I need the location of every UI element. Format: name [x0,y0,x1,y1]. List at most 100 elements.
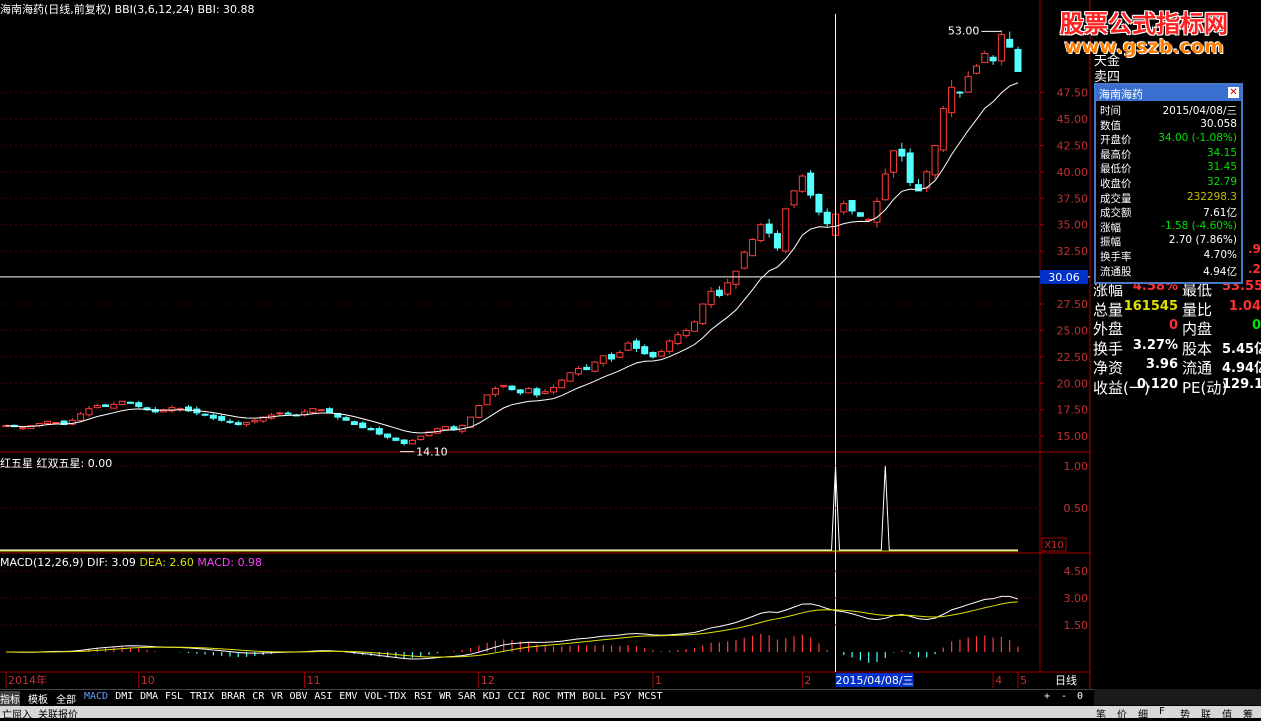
candle-body [873,200,881,223]
tab-cr[interactable]: CR [252,691,265,702]
tab-psy[interactable]: PSY [613,691,632,702]
popup-row-label: 涨幅 [1100,221,1121,234]
panel-tab-5[interactable]: 联 [1201,710,1211,721]
candle-body [848,200,856,212]
quote-value: 0.120 [1136,377,1178,392]
tab-全部[interactable]: 全部 [56,695,76,706]
candle-body [715,289,723,297]
candle-body [209,414,217,419]
panel-tab-2[interactable]: 细 [1138,710,1148,721]
panel-tab-6[interactable]: 值 [1222,710,1232,721]
tab-brar[interactable]: BRAR [221,691,246,702]
tab-rsi[interactable]: RSI [414,691,433,702]
macd-dif: DIF: 3.09 [87,556,136,569]
popup-row: 成交量 232298.3 [1098,191,1239,206]
close-icon[interactable]: ✕ [1228,87,1239,98]
zoom-reset-button[interactable]: 0 [1077,691,1084,702]
date-axis-label: 2 [804,674,811,687]
date-axis-label: 5 [1020,674,1027,687]
tab-wr[interactable]: WR [439,691,452,702]
chart-title: 海南海药(日线,前复权) BBI(3,6,12,24) BBI: 30.88 [0,1,255,17]
candle-body [973,65,981,74]
quote-label: 流通 [1182,359,1213,378]
popup-row: 涨幅 -1.58 (-4.60%) [1098,220,1239,235]
popup-row-label: 成交额 [1100,207,1132,220]
popup-row-value: 32.79 [1206,176,1237,188]
panel-tab-4[interactable]: 势 [1180,710,1190,721]
candle-body [541,391,549,395]
tab-vol-tdx[interactable]: VOL-TDX [364,691,407,702]
quote-label: 股本 [1182,339,1213,358]
candle-body [682,329,690,337]
tab-obv[interactable]: OBV [289,691,308,702]
panel-tab-0[interactable]: 笔 [1096,710,1106,721]
popup-row-value: 232298.3 [1186,190,1237,203]
quote-label: PE(动) [1182,379,1228,397]
candle-body [798,175,806,192]
candle-body [840,203,848,213]
tab-roc[interactable]: ROC [532,691,551,702]
tab-trix[interactable]: TRIX [189,691,214,702]
candle-body [608,354,616,360]
tab-dma[interactable]: DMA [140,691,159,702]
tab-boll[interactable]: BOLL [582,691,607,702]
chart-title-text: 海南海药(日线,前复权) BBI(3,6,12,24) [0,3,194,16]
panel-tab-1[interactable]: 价 [1117,710,1127,721]
date-axis-label: 2014年 [8,673,47,687]
popup-row-value: 4.70% [1203,249,1237,261]
candle-body [931,144,939,176]
tab-模板[interactable]: 模板 [28,695,48,706]
candle-body [251,419,259,423]
tab-sar[interactable]: SAR [457,691,476,702]
tab-mcst[interactable]: MCST [638,691,663,702]
gszb-logo: 股票公式指标网 www.gszb.com [1040,4,1248,60]
tab-macd[interactable]: MACD [84,691,109,702]
candle-body [981,52,989,63]
tab-emv[interactable]: EMV [339,691,358,702]
popup-title-bar[interactable]: 海南海药 ✕ [1096,85,1241,101]
zoom-in-button[interactable]: + [1044,691,1051,702]
tab-cci[interactable]: CCI [507,691,526,702]
popup-row-value: 31.45 [1206,161,1237,174]
price-axis-label: 20.00 [1057,377,1089,390]
zoom-out-button[interactable]: - [1061,691,1068,702]
candle-body [525,388,533,394]
candle-body [823,211,831,225]
candle-body [384,433,392,438]
status-left-1[interactable]: 关联报价 [38,710,78,721]
candle-body [160,409,168,413]
candle-body [989,56,997,62]
tab-vr[interactable]: VR [270,691,283,702]
candle-body [591,361,599,372]
popup-row-label: 流通股 [1100,265,1132,278]
popup-row: 振幅 2.70 (7.86%) [1098,234,1239,249]
panel-tab-7[interactable]: 筹 [1243,710,1253,721]
price-axis-label: 47.50 [1057,87,1089,100]
tab-fsl[interactable]: FSL [165,691,184,702]
candle-body [367,428,375,431]
date-axis-label: 12 [481,674,495,687]
popup-row-value: 34.15 [1206,146,1237,159]
indicator-line [0,465,1018,551]
quote-label: 内盘 [1182,320,1213,339]
candle-body [234,422,242,426]
panel-partial-value-1: .28 [1248,262,1261,276]
candle-body [558,379,566,389]
quote-label: 最低 [1182,281,1213,299]
candle-body [168,407,176,412]
logo-line2: www.gszb.com [1064,36,1224,58]
candle-body [126,401,134,404]
tab-指标[interactable]: 指标 [0,691,20,706]
tab-dmi[interactable]: DMI [115,691,134,702]
candle-body [699,303,707,325]
popup-row-value: 4.94亿 [1203,265,1237,278]
stock-chart[interactable]: 47.50 45.00 42.50 40.00 37.50 35.00 32.50 27.50… [0,0,1261,690]
status-left-0[interactable]: 亡屈入 [2,710,32,721]
tab-kdj[interactable]: KDJ [482,691,501,702]
tab-mtm[interactable]: MTM [557,691,576,702]
candle-body [27,425,35,430]
panel-tab-3[interactable]: F [1159,706,1165,717]
price-axis-label: 22.50 [1057,351,1089,364]
candle-body [674,334,682,344]
tab-asi[interactable]: ASI [314,691,333,702]
